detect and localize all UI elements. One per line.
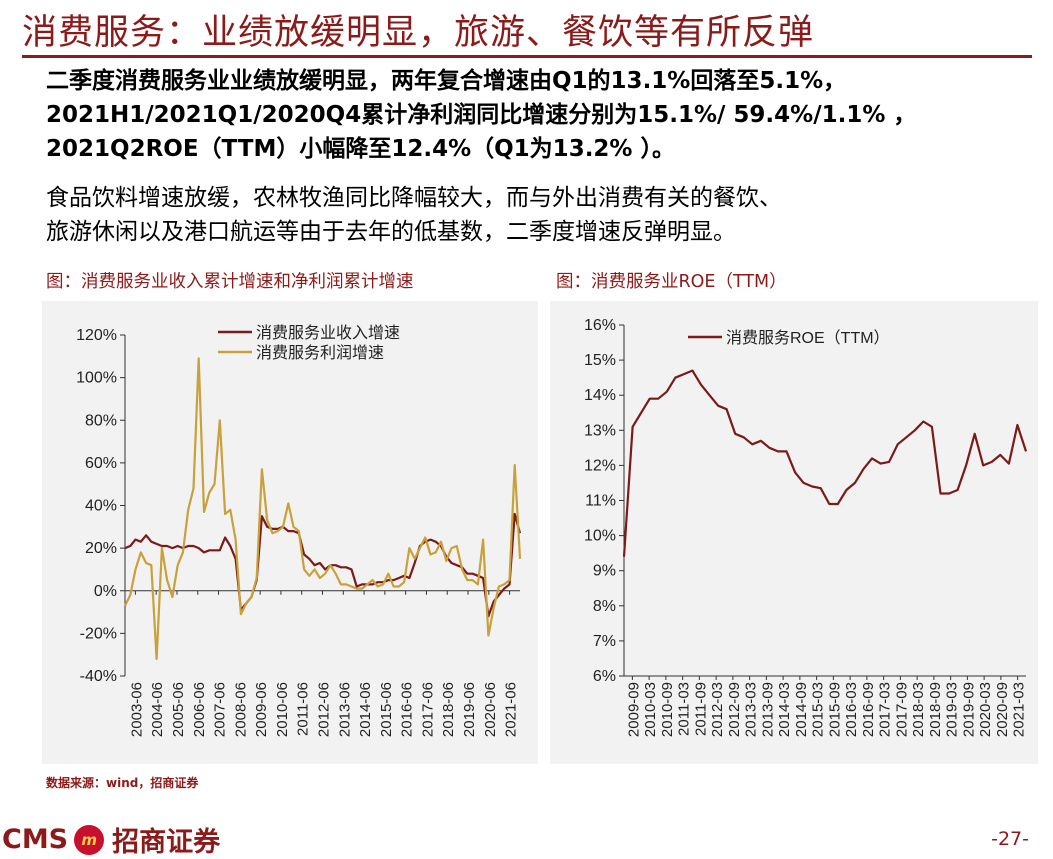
x-tick-label: 2003-06 <box>128 682 145 737</box>
x-tick-label: 2016-03 <box>843 682 860 737</box>
x-tick-label: 2020-03 <box>977 682 994 737</box>
x-tick-label: 2008-06 <box>232 682 249 737</box>
logo-company-name: 招商证券 <box>112 827 221 858</box>
y-tick-label: 80% <box>85 412 117 429</box>
y-tick-label: 11% <box>585 493 616 510</box>
x-tick-label: 2006-06 <box>191 682 208 737</box>
x-tick-label: 2015-06 <box>378 682 395 737</box>
x-tick-label: 2009-06 <box>253 682 270 737</box>
x-tick-label: 2012-09 <box>726 682 743 737</box>
x-tick-label: 2010-03 <box>642 682 659 737</box>
y-tick-label: 8% <box>593 598 616 615</box>
y-tick-label: 14% <box>584 387 616 404</box>
legend-label: 消费服务业收入增速 <box>256 324 400 342</box>
x-tick-label: 2018-09 <box>927 682 944 737</box>
series-line <box>124 357 522 660</box>
logo-text: CMS <box>2 824 69 855</box>
summary-line-2: 2021H1/2021Q1/2020Q4累计净利润同比增速分别为15.1%/ 5… <box>46 102 917 128</box>
x-tick-label: 2004-06 <box>149 682 166 737</box>
y-tick-label: 12% <box>584 457 616 474</box>
x-tick-label: 2012-06 <box>316 682 333 737</box>
x-tick-label: 2020-06 <box>482 682 499 737</box>
left-chart-title: 图：消费服务业收入累计增速和净利润累计增速 <box>46 272 414 292</box>
x-tick-label: 2011-03 <box>676 682 693 736</box>
y-tick-label: 40% <box>85 498 117 515</box>
legend-label: 消费服务利润增速 <box>256 344 384 362</box>
left-chart-panel: -40% -20% 0% 20% 40% 60% 80% 100% 120% 2003-06 200… <box>42 301 538 764</box>
x-tick-label: 2019-09 <box>960 682 977 737</box>
y-tick-label: 7% <box>593 633 616 650</box>
x-tick-label: 2010-06 <box>274 682 291 737</box>
x-tick-label: 2021-03 <box>1011 682 1028 737</box>
x-tick-label: 2021-06 <box>503 682 520 737</box>
x-tick-label: 2016-09 <box>860 682 877 737</box>
x-tick-label: 2019-03 <box>944 682 961 737</box>
x-tick-label: 2018-06 <box>440 682 457 737</box>
company-logo: CMS m 招商证券 <box>2 820 220 859</box>
x-tick-label: 2020-09 <box>994 682 1011 737</box>
growth-line-chart: -40%-20%0%20%40%60%80%100%120%2003-06 200… <box>76 324 522 737</box>
legend-label: 消费服务ROE（TTM） <box>726 329 890 347</box>
y-tick-label: 13% <box>584 422 616 439</box>
y-tick-label: 20% <box>85 540 117 557</box>
x-tick-label: 2011-06 <box>295 682 312 736</box>
summary-line-3: 2021Q2ROE（TTM）小幅降至12.4%（Q1为13.2% ）。 <box>46 136 675 162</box>
x-tick-label: 2013-03 <box>743 682 760 737</box>
y-tick-label: 60% <box>85 455 117 472</box>
data-source: 数据来源：wind，招商证券 <box>46 776 199 790</box>
x-tick-label: 2016-06 <box>399 682 416 737</box>
page-title: 消费服务：业绩放缓明显，旅游、餐饮等有所反弹 <box>22 13 815 53</box>
x-tick-label: 2014-09 <box>793 682 810 737</box>
x-tick-label: 2011-09 <box>692 682 709 736</box>
x-tick-label: 2007-06 <box>212 682 229 737</box>
x-tick-label: 2013-09 <box>759 682 776 737</box>
page-number: -27- <box>991 828 1029 850</box>
x-tick-label: 2015-09 <box>826 682 843 737</box>
x-tick-label: 2014-06 <box>357 682 374 737</box>
y-tick-label: 120% <box>76 327 117 344</box>
x-tick-label: 2009-09 <box>625 682 642 737</box>
x-tick-label: 2005-06 <box>170 682 187 737</box>
x-tick-label: 2017-06 <box>419 682 436 737</box>
x-tick-label: 2015-03 <box>810 682 827 737</box>
y-tick-label: 100% <box>76 370 117 387</box>
detail-line-2: 旅游休闲以及港口航运等由于去年的低基数，二季度增速反弹明显。 <box>46 219 736 245</box>
x-tick-label: 2017-09 <box>893 682 910 737</box>
x-tick-label: 2017-03 <box>877 682 894 737</box>
right-chart-panel: 6% 7% 8% 9% 10% 11% 12% 13% 14% 15% 16% 2009-09 2010… <box>550 301 1038 764</box>
y-tick-label: 15% <box>584 352 616 369</box>
detail-line-1: 食品饮料增速放缓，农林牧渔同比降幅较大，而与外出消费有关的餐饮、 <box>46 185 782 211</box>
series-line <box>124 512 522 618</box>
x-tick-label: 2013-06 <box>336 682 353 737</box>
x-tick-label: 2012-03 <box>709 682 726 737</box>
y-tick-label: 16% <box>584 317 616 334</box>
y-tick-label: 10% <box>584 528 616 545</box>
x-tick-label: 2010-09 <box>659 682 676 737</box>
y-tick-label: -20% <box>80 625 117 642</box>
y-tick-label: -40% <box>80 668 117 685</box>
summary-line-1: 二季度消费服务业业绩放缓明显，两年复合增速由Q1的13.1%回落至5.1%， <box>46 68 847 94</box>
y-tick-label: 0% <box>94 583 117 600</box>
roe-line-chart: 6%7%8%9%10%11%12%13%14%15%16%2009-09 2010… <box>584 317 1028 737</box>
logo-mark-icon: m <box>74 824 105 855</box>
x-tick-label: 2018-03 <box>910 682 927 737</box>
x-tick-label: 2014-03 <box>776 682 793 737</box>
right-chart-title: 图：消费服务业ROE（TTM） <box>556 272 787 292</box>
series-line <box>622 369 1028 557</box>
title-divider <box>22 55 1032 58</box>
y-tick-label: 6% <box>593 668 616 685</box>
y-tick-label: 9% <box>593 563 616 580</box>
x-tick-label: 2019-06 <box>461 682 478 737</box>
